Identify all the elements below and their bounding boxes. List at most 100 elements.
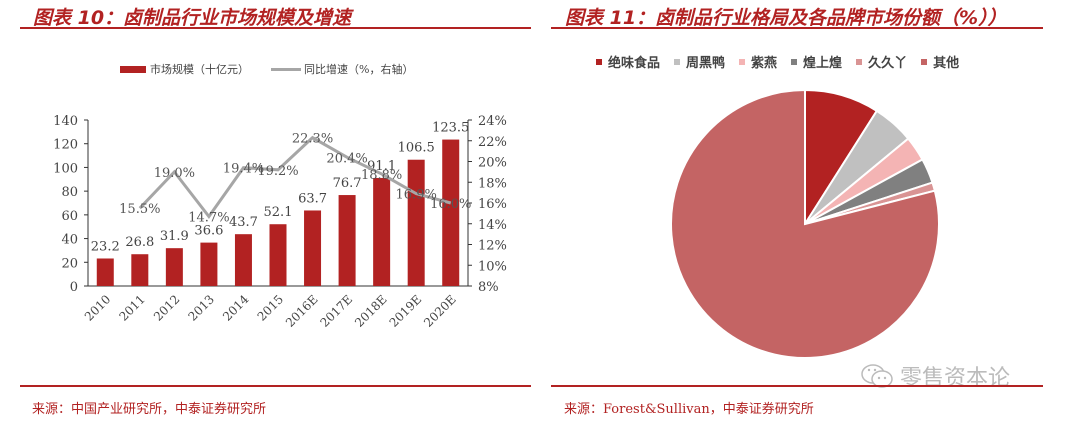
line-value-label: 14.7% [188,210,229,225]
x-tick-label: 2013 [186,292,217,323]
right-y-tick: 22% [478,135,507,150]
bar [269,224,287,286]
bar-line-chart: 0 20 40 60 80 100 120 140 8% 10% 12% 14% 16% 18% 20% 22… [53,114,507,330]
left-y-tick: 20 [61,256,78,271]
watermark: 零售资本论 [860,360,1010,392]
bar-value-label: 63.7 [298,191,327,206]
pie-legend-item: 周黑鸭 [674,52,725,71]
pie-chart [670,88,940,359]
line-value-label: 19.2% [257,164,298,179]
bar [442,139,460,286]
right-y-tick: 20% [478,156,507,171]
left-title-rule [20,27,531,29]
legend-label: 久久丫 [868,56,908,71]
legend-label: 其他 [933,56,960,71]
line-value-label: 18.8% [361,168,402,183]
pie-legend-item: 其他 [921,52,959,71]
left-y-tick: 100 [53,161,78,176]
legend-line-label: 同比增速（%，右轴） [304,63,414,76]
growth-line [138,135,452,220]
left-y-tick: 0 [70,280,78,295]
legend-swatch [739,58,746,65]
x-tick-label: 2011 [116,292,147,323]
bar-value-label: 23.2 [91,239,120,254]
x-tick-label: 2012 [151,292,182,323]
bar [373,177,391,286]
left-legend: 市场规模（十亿元） 同比增速（%，右轴） [120,61,413,77]
pie-slice [670,88,940,359]
x-tick-label: 2014 [220,292,252,324]
line-value-label: 15.5% [119,202,160,217]
legend-swatch [921,58,928,65]
line-value-label: 22.3% [292,132,333,147]
legend-swatch [791,58,798,65]
left-panel: 图表 10：卤制品行业市场规模及增速 市场规模（十亿元） 同比增速（%，右轴） … [20,7,531,417]
left-source: 来源：中国产业研究所，中泰证券研究所 [32,402,267,417]
left-y-tick: 80 [61,185,78,200]
x-tick-label: 2020E [421,292,459,330]
bar [131,254,149,286]
x-tick-label: 2018E [352,292,390,330]
left-y-tick: 40 [61,233,78,248]
left-y-tick: 140 [53,114,78,129]
bar-value-label: 43.7 [229,215,258,230]
bar [304,210,322,286]
legend-label: 煌上煌 [803,56,843,71]
wechat-icon [860,363,894,389]
pie-legend-item: 煌上煌 [791,52,842,71]
right-y-tick: 12% [478,239,507,254]
bar-value-label: 123.5 [432,121,469,136]
pie-legend-item: 久久丫 [856,52,907,71]
x-tick-label: 2019E [387,292,425,330]
x-tick-label: 2016E [283,292,321,330]
right-chart-title: 图表 11：卤制品行业格局及各品牌市场份额（%）） [565,7,1007,29]
right-title-rule [551,27,1043,29]
bar-value-label: 52.1 [264,205,293,220]
line-value-label: 19.0% [154,166,195,181]
legend-bar-label: 市场规模（十亿元） [150,63,249,76]
legend-swatch [596,58,602,65]
legend-label: 紫燕 [751,56,778,71]
legend-swatch [674,58,681,65]
legend-label: 绝味食品 [608,56,661,71]
watermark-text: 零售资本论 [900,366,1011,391]
left-chart-title: 图表 10：卤制品行业市场规模及增速 [33,7,352,29]
bar-value-label: 76.7 [333,176,362,191]
pie-legend: 绝味食品 周黑鸭 紫燕 煌上煌 久久丫 其他 [596,52,973,71]
right-panel: 图表 11：卤制品行业格局及各品牌市场份额（%）） 绝味食品 周黑鸭 紫燕 煌上煌 久久… [540,0,1080,424]
right-source: 来源：Forest&Sullivan，中泰证券研究所 [564,402,814,417]
right-y-tick: 16% [478,197,507,212]
line-value-label: 16.0% [430,197,471,212]
bar [234,234,252,286]
bar [338,195,356,286]
line-value-label: 20.4% [326,151,367,166]
right-y-tick: 18% [478,176,507,191]
bar [200,242,218,286]
bar-value-label: 31.9 [160,229,189,244]
line-value-label: 16.9% [396,188,437,203]
legend-swatch [856,58,863,65]
bar-value-label: 36.6 [194,224,223,239]
x-tick-label: 2010 [82,292,113,323]
right-y-tick: 24% [478,114,507,129]
bar-value-label: 106.5 [398,141,435,156]
left-footer-rule [20,385,531,387]
bar [407,159,425,286]
line-value-label: 19.4% [223,162,264,177]
left-y-tick: 120 [53,138,78,153]
x-tick-label: 2017E [318,292,356,330]
right-y-tick: 14% [478,218,507,233]
legend-bar-swatch [120,65,146,73]
pie-legend-item: 紫燕 [739,52,777,71]
legend-label: 周黑鸭 [686,56,726,71]
bar [96,258,114,286]
x-tick-label: 2015 [255,292,286,323]
legend-line-swatch [271,67,301,71]
bar-value-label: 26.8 [125,235,154,250]
pie-legend-item: 绝味食品 [596,52,660,71]
bar [165,248,183,286]
right-y-tick: 8% [478,280,499,295]
right-y-tick: 10% [478,259,507,274]
left-y-tick: 60 [61,209,78,224]
right-footer-rule [551,385,1043,387]
